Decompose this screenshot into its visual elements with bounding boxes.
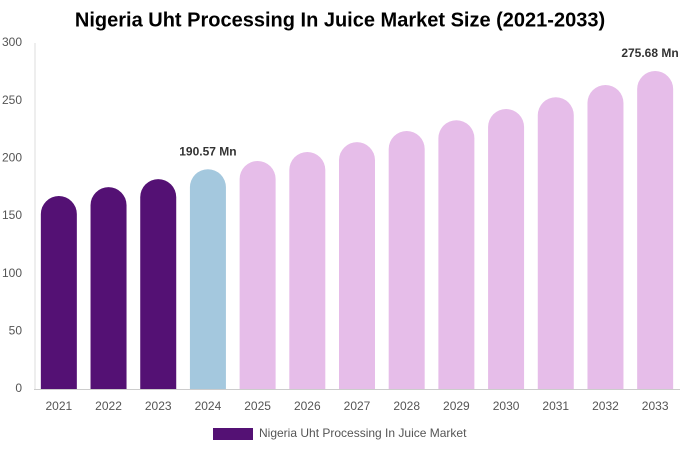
bar bbox=[90, 187, 127, 389]
y-tick-label: 250 bbox=[2, 93, 22, 107]
x-tick-label: 2030 bbox=[493, 399, 520, 413]
x-tick-label: 2033 bbox=[642, 399, 669, 413]
y-tick-label: 100 bbox=[2, 266, 22, 280]
bar bbox=[140, 179, 177, 389]
bar bbox=[189, 169, 226, 389]
x-tick-label: 2029 bbox=[443, 399, 470, 413]
x-tick-label: 2028 bbox=[393, 399, 420, 413]
y-tick-label: 0 bbox=[15, 381, 22, 395]
bar bbox=[339, 142, 375, 389]
x-tick-label: 2024 bbox=[195, 399, 222, 413]
x-tick-label: 2027 bbox=[344, 399, 371, 413]
bar bbox=[637, 71, 674, 389]
x-tick-label: 2026 bbox=[294, 399, 321, 413]
legend-swatch bbox=[213, 428, 253, 440]
bar bbox=[488, 108, 525, 390]
x-tick-label: 2022 bbox=[95, 399, 122, 413]
value-label: 275.68 Mn bbox=[621, 46, 678, 60]
bar bbox=[40, 196, 77, 389]
y-tick-label: 200 bbox=[2, 151, 22, 165]
bar bbox=[438, 120, 475, 390]
bar bbox=[587, 84, 624, 390]
y-tick-label: 300 bbox=[2, 35, 22, 49]
value-label: 190.57 Mn bbox=[179, 144, 236, 158]
x-tick-label: 2032 bbox=[592, 399, 619, 413]
bar bbox=[239, 160, 276, 389]
legend-label: Nigeria Uht Processing In Juice Market bbox=[259, 426, 467, 440]
bar bbox=[388, 130, 425, 389]
y-tick-label: 50 bbox=[9, 324, 23, 338]
bar bbox=[537, 97, 574, 389]
x-tick-label: 2023 bbox=[145, 399, 172, 413]
bar bbox=[289, 151, 326, 389]
y-tick-label: 150 bbox=[2, 208, 22, 222]
x-tick-label: 2031 bbox=[542, 399, 569, 413]
x-tick-label: 2025 bbox=[244, 399, 271, 413]
x-tick-label: 2021 bbox=[45, 399, 72, 413]
chart-title: Nigeria Uht Processing In Juice Market S… bbox=[75, 9, 605, 31]
